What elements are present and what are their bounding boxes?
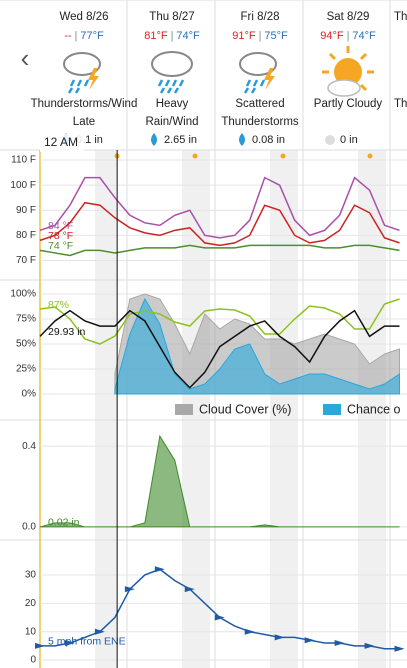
- wind-arrow: [334, 640, 345, 647]
- low-temp: 74°F: [176, 30, 200, 42]
- day-precip: 0 in: [340, 134, 358, 146]
- day-condition: Rain/Wind: [145, 116, 198, 128]
- y-tick-label: 0%: [22, 389, 37, 400]
- y-tick-label: 80 F: [16, 230, 36, 241]
- area: [39, 434, 400, 528]
- y-tick-label: 90 F: [16, 205, 36, 216]
- temp-separator: |: [75, 30, 78, 42]
- high-temp: --: [64, 30, 72, 42]
- wind-arrow: [64, 640, 75, 647]
- sun-dot: [280, 153, 286, 159]
- y-tick-label: 70 F: [16, 255, 36, 266]
- y-tick-label: 25%: [16, 364, 36, 375]
- y-tick-label: 30: [25, 570, 37, 581]
- day-temps: 91°F | 75°F: [232, 30, 288, 42]
- legend-swatch: [175, 404, 193, 415]
- y-tick-label: 0.0: [22, 522, 36, 533]
- wind-arrow: [124, 586, 135, 593]
- line: [39, 309, 400, 389]
- day-name: Thu 8/27: [149, 11, 194, 23]
- wind-arrow: [35, 642, 45, 649]
- precip-drop: [239, 133, 245, 146]
- y-tick-label: 10: [25, 626, 37, 637]
- day-name: Sat 8/29: [327, 11, 370, 23]
- day-precip: 0.08 in: [252, 134, 285, 146]
- precip-drop: [151, 133, 157, 146]
- day-condition: Thunderstorms: [221, 116, 299, 128]
- sun-dot: [367, 153, 373, 159]
- day-condition: Partly Cloudy: [314, 98, 383, 110]
- day-condition: Heavy: [156, 98, 189, 110]
- day-condition: Late: [73, 116, 95, 128]
- high-temp: 91°F: [232, 30, 256, 42]
- y-tick-label: 50%: [16, 339, 36, 350]
- partly-cloudy-icon: [322, 46, 374, 97]
- day-temps: 81°F | 74°F: [144, 30, 200, 42]
- readout: 84 °F: [48, 220, 73, 232]
- day-condition: Thunderstorms/Wind: [31, 98, 138, 110]
- readout: 29.93 in: [48, 326, 86, 338]
- line: [39, 176, 400, 239]
- area: [114, 293, 401, 395]
- no-precip-dot: [325, 135, 335, 145]
- legend-label: Chance o: [347, 402, 401, 416]
- wind-arrow: [154, 566, 165, 573]
- wind-arrow: [244, 628, 255, 635]
- back-arrow[interactable]: ‹: [21, 43, 30, 73]
- storm-icon: [63, 52, 101, 94]
- temp-separator: |: [259, 30, 262, 42]
- y-tick-label: 0.4: [22, 441, 36, 452]
- day-temps: -- | 77°F: [64, 30, 104, 42]
- night-band: [270, 150, 298, 668]
- line: [39, 201, 400, 247]
- temp-separator: |: [171, 30, 174, 42]
- day-precip: 2.65 in: [164, 134, 197, 146]
- readout: 74 °F: [48, 240, 73, 252]
- y-tick-label: 100%: [10, 289, 36, 300]
- readout: 0.02 in: [48, 517, 80, 529]
- storm-icon: [239, 52, 277, 94]
- legend-label: Cloud Cover (%): [199, 402, 291, 416]
- wind-arrow: [274, 634, 285, 641]
- legend-swatch: [323, 404, 341, 415]
- cursor-label-bg: [40, 134, 84, 152]
- readout: 78 °F: [48, 230, 73, 242]
- y-tick-label: 100 F: [10, 180, 36, 191]
- y-tick-label: 110 F: [11, 155, 36, 166]
- header: Wed 8/26-- | 77°F0.1 inThunderstorms/WindL…: [31, 11, 407, 159]
- day-name: Wed 8/26: [59, 11, 108, 23]
- night-band: [95, 150, 117, 668]
- line: [39, 298, 400, 345]
- y-tick-label: 0: [30, 655, 36, 666]
- wind-arrow: [364, 642, 375, 649]
- y-tick-label: 20: [25, 598, 37, 609]
- low-temp: 74°F: [352, 30, 376, 42]
- night-band: [358, 150, 386, 668]
- day-name: Fri 8/28: [241, 11, 280, 23]
- wind-arrow: [214, 614, 225, 621]
- cursor-label: 12 AM: [44, 135, 78, 149]
- day-temps: 94°F | 74°F: [320, 30, 376, 42]
- wind-arrow: [394, 645, 405, 652]
- wind-arrow: [184, 586, 195, 593]
- day-name: Th: [394, 11, 407, 23]
- y-tick-label: 75%: [16, 314, 36, 325]
- readout: 87%: [48, 299, 69, 311]
- rain-icon: [151, 51, 193, 94]
- low-temp: 75°F: [264, 30, 288, 42]
- high-temp: 81°F: [144, 30, 168, 42]
- day-condition: Th: [394, 98, 407, 110]
- wind-arrow: [94, 628, 105, 635]
- area: [114, 297, 401, 395]
- readout: 5 mph from ENE: [48, 636, 126, 648]
- line: [39, 244, 400, 257]
- low-temp: 77°F: [80, 30, 104, 42]
- high-temp: 94°F: [320, 30, 344, 42]
- temp-separator: |: [347, 30, 350, 42]
- day-condition: Scattered: [235, 98, 284, 110]
- wind-arrow: [304, 637, 315, 644]
- sun-dot: [192, 153, 198, 159]
